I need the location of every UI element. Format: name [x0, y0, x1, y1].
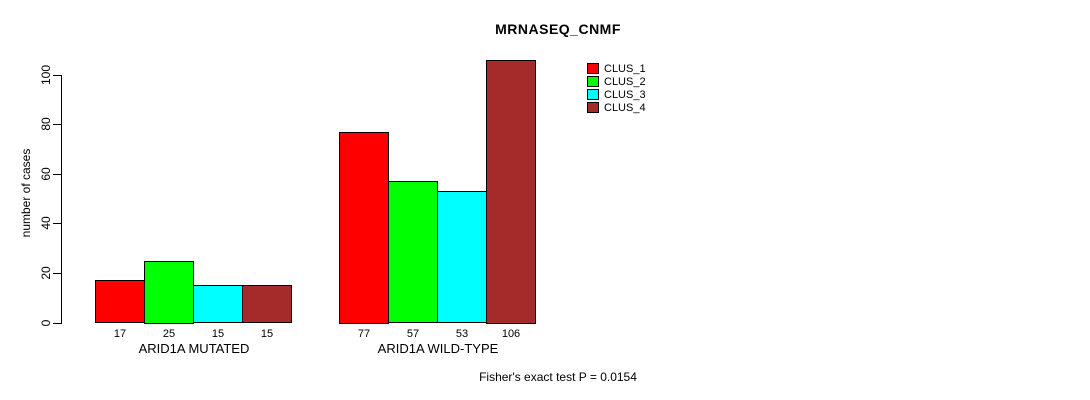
legend-label: CLUS_3 — [604, 88, 646, 101]
y-axis-tick — [53, 174, 61, 175]
y-axis-tick — [53, 223, 61, 224]
legend-swatch-clus_4 — [587, 102, 599, 113]
legend: CLUS_1 CLUS_2 CLUS_3 CLUS_4 — [587, 62, 646, 114]
bar-clus_4-mutated — [242, 285, 292, 323]
bar-value-label: 15 — [260, 328, 274, 340]
y-axis-tick — [53, 273, 61, 274]
group-label-wildtype: ARID1A WILD-TYPE — [377, 341, 499, 356]
legend-swatch-clus_2 — [587, 76, 599, 87]
y-axis-tick-label: 100 — [39, 64, 53, 86]
legend-label: CLUS_2 — [604, 75, 646, 88]
chart-title: MRNASEQ_CNMF — [495, 21, 621, 37]
legend-label: CLUS_1 — [604, 62, 646, 75]
legend-item-clus_1: CLUS_1 — [587, 62, 646, 75]
y-axis-tick-label: 20 — [39, 266, 53, 280]
y-axis-tick-label: 80 — [39, 117, 53, 131]
y-axis-tick-label: 0 — [39, 319, 53, 327]
bar-clus_1-wildtype — [339, 132, 389, 324]
legend-item-clus_3: CLUS_3 — [587, 88, 646, 101]
y-axis-tick-label: 60 — [39, 167, 53, 181]
y-axis-tick-label: 40 — [39, 216, 53, 230]
bar-value-label: 106 — [501, 328, 521, 340]
group-label-mutated: ARID1A MUTATED — [138, 341, 250, 356]
y-axis-tick — [53, 323, 61, 324]
bar-clus_1-mutated — [95, 280, 145, 323]
bar-clus_3-mutated — [193, 285, 243, 323]
bar-value-label: 77 — [357, 328, 371, 340]
bar-value-label: 17 — [113, 328, 127, 340]
bar-value-label: 53 — [455, 328, 469, 340]
legend-item-clus_4: CLUS_4 — [587, 101, 646, 114]
bar-clus_4-wildtype — [486, 60, 536, 324]
bar-value-label: 25 — [162, 328, 176, 340]
legend-swatch-clus_1 — [587, 63, 599, 74]
bar-clus_3-wildtype — [437, 191, 487, 323]
annotation-fisher-test: Fisher's exact test P = 0.0154 — [479, 370, 637, 384]
y-axis-tick — [53, 124, 61, 125]
legend-label: CLUS_4 — [604, 101, 646, 114]
bar-clus_2-mutated — [144, 261, 194, 324]
y-axis-tick — [53, 75, 61, 76]
legend-swatch-clus_3 — [587, 89, 599, 100]
bar-clus_2-wildtype — [388, 181, 438, 323]
legend-item-clus_2: CLUS_2 — [587, 75, 646, 88]
bar-value-label: 15 — [211, 328, 225, 340]
bar-value-label: 57 — [406, 328, 420, 340]
y-axis-line — [61, 75, 62, 324]
